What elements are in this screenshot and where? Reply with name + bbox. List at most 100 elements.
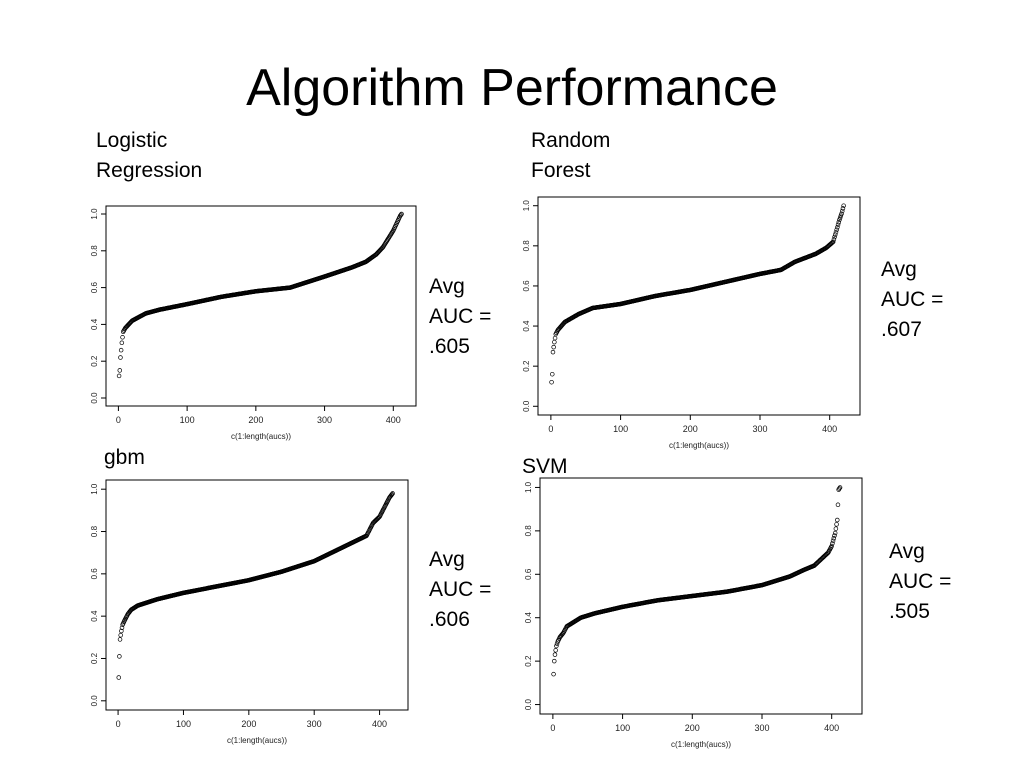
plot-logistic-regression: 0 100 200 300 400 0.0 0.2 0.4 0.6 0.8 1.0 c(1:lengt… <box>90 205 417 441</box>
data-point <box>553 648 558 653</box>
data-point <box>382 241 388 247</box>
x-tick-label: 0 <box>548 424 553 434</box>
y-tick-label: 0.4 <box>90 318 99 330</box>
x-tick-label: 100 <box>180 415 195 425</box>
data-point <box>384 239 389 244</box>
x-axis-label: c(1:length(aucs)) <box>231 432 291 441</box>
data-point <box>837 486 842 491</box>
data-point <box>829 240 835 246</box>
auc-line-avg: Avg <box>429 548 465 571</box>
x-tick-label: 0 <box>116 415 121 425</box>
auc-line-avg: Avg <box>889 540 925 563</box>
data-point <box>834 522 839 527</box>
data-point <box>551 344 556 350</box>
auc-line-avg: Avg <box>429 275 465 298</box>
data-point <box>551 671 556 677</box>
data-point <box>831 237 837 242</box>
data-point <box>837 485 843 490</box>
data-points <box>551 485 843 677</box>
auc-annotation-random-forest: Avg AUC = .607 <box>881 255 943 345</box>
data-point <box>387 233 393 239</box>
x-tick-label: 300 <box>752 424 767 434</box>
x-tick-label: 300 <box>317 415 332 425</box>
x-tick-label: 0 <box>116 719 121 729</box>
y-tick-label: 0.2 <box>522 360 531 372</box>
data-point <box>118 632 123 638</box>
x-tick-label: 200 <box>241 719 256 729</box>
data-point <box>120 335 125 340</box>
data-point <box>390 229 395 234</box>
y-tick-label: 0.6 <box>524 568 533 580</box>
data-point <box>834 227 839 233</box>
auc-value: .605 <box>429 335 470 358</box>
data-point <box>832 530 838 536</box>
y-tick-label: 0.0 <box>524 698 533 710</box>
data-point <box>386 236 391 241</box>
x-tick-label: 400 <box>822 424 837 434</box>
y-tick-label: 0.0 <box>90 392 99 404</box>
x-tick-label: 400 <box>372 719 387 729</box>
data-point <box>381 243 386 249</box>
y-tick-label: 0.6 <box>90 281 99 293</box>
data-point <box>119 340 125 346</box>
auc-value: .606 <box>429 608 470 631</box>
y-tick-label: 0.0 <box>522 400 531 412</box>
data-point <box>837 217 842 223</box>
plot-random-forest: 0 100 200 300 400 0.0 0.2 0.4 0.6 0.8 1.0 c(1:lengt… <box>522 196 861 450</box>
y-tick-label: 0.4 <box>522 320 531 332</box>
x-tick-label: 200 <box>685 723 700 733</box>
data-point <box>552 335 558 341</box>
data-point <box>380 244 386 250</box>
data-point <box>389 492 395 497</box>
x-axis-label: c(1:length(aucs)) <box>227 736 287 745</box>
x-axis-label: c(1:length(aucs)) <box>671 740 731 749</box>
y-tick-label: 0.4 <box>524 612 533 624</box>
auc-annotation-logistic-regression: Avg AUC = .605 <box>429 272 491 362</box>
y-tick-label: 1.0 <box>90 208 99 220</box>
plot-frame <box>539 477 863 715</box>
y-tick-label: 0.8 <box>90 525 99 537</box>
data-point <box>549 379 554 385</box>
data-point <box>835 225 840 230</box>
x-tick-label: 300 <box>754 723 769 733</box>
panel-label-svm: SVM <box>522 455 568 478</box>
x-tick-label: 0 <box>550 723 555 733</box>
y-tick-label: 1.0 <box>90 483 99 495</box>
data-point <box>117 637 123 642</box>
data-point <box>554 643 559 649</box>
data-point <box>835 222 841 228</box>
x-tick-label: 300 <box>307 719 322 729</box>
auc-line-avg: Avg <box>881 258 917 281</box>
plot-frame <box>105 479 409 711</box>
data-point <box>830 239 836 245</box>
data-points <box>116 211 404 379</box>
data-point <box>833 232 838 237</box>
data-points <box>116 491 395 680</box>
data-point <box>552 658 557 664</box>
auc-line-label: AUC = <box>881 288 944 311</box>
y-tick-label: 0.8 <box>90 245 99 257</box>
data-point <box>831 535 837 541</box>
data-point <box>550 349 556 355</box>
data-point <box>383 240 388 245</box>
data-point <box>840 206 846 211</box>
data-point <box>117 368 123 373</box>
y-tick-label: 0.6 <box>90 568 99 580</box>
slide-title: Algorithm Performance <box>246 59 778 117</box>
data-point <box>388 232 393 238</box>
data-point <box>833 526 839 531</box>
auc-value: .505 <box>889 600 930 623</box>
panel-label-gbm: gbm <box>104 446 145 469</box>
data-point <box>839 211 844 216</box>
x-tick-label: 400 <box>386 415 401 425</box>
data-point <box>830 541 835 546</box>
data-point <box>119 628 124 634</box>
data-points <box>549 203 846 385</box>
data-point <box>116 675 121 680</box>
data-point <box>389 230 395 236</box>
panel-label-logistic-regression: Logistic Regression <box>96 129 203 182</box>
data-point <box>550 371 555 377</box>
x-tick-label: 100 <box>615 723 630 733</box>
data-point <box>390 491 395 496</box>
y-tick-label: 0.8 <box>524 525 533 537</box>
